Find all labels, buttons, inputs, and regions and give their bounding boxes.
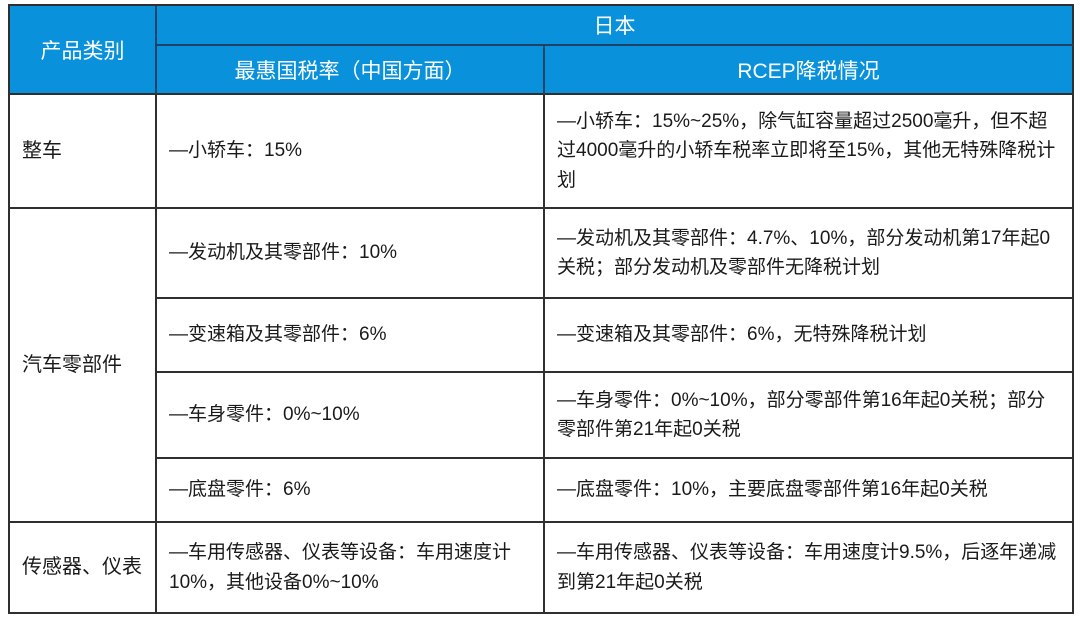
- rcep-cell: —发动机及其零部件：4.7%、10%，部分发动机第17年起0关税；部分发动机及零…: [545, 209, 1074, 299]
- mfn-cell: —底盘零件：6%: [157, 459, 545, 523]
- table-row: —车身零件：0%~10% —车身零件：0%~10%，部分零部件第16年起0关税；…: [10, 373, 1074, 459]
- mfn-cell: —变速箱及其零部件：6%: [157, 299, 545, 373]
- rcep-cell: —变速箱及其零部件：6%，无特殊降税计划: [545, 299, 1074, 373]
- rcep-cell: —车身零件：0%~10%，部分零部件第16年起0关税；部分零部件第21年起0关税: [545, 373, 1074, 459]
- tariff-table: 产品类别 日本 最惠国税率（中国方面） RCEP降税情况 整车 —小轿车：15%…: [8, 4, 1074, 614]
- mfn-cell: —发动机及其零部件：10%: [157, 209, 545, 299]
- mfn-cell: —车用传感器、仪表等设备：车用速度计10%，其他设备0%~10%: [157, 523, 545, 614]
- table-row: —底盘零件：6% —底盘零件：10%，主要底盘零部件第16年起0关税: [10, 459, 1074, 523]
- mfn-cell: —车身零件：0%~10%: [157, 373, 545, 459]
- table-row: 汽车零部件 —发动机及其零部件：10% —发动机及其零部件：4.7%、10%，部…: [10, 209, 1074, 523]
- rcep-cell: —小轿车：15%~25%，除气缸容量超过2500毫升，但不超过4000毫升的小轿…: [545, 95, 1074, 209]
- mfn-cell: —小轿车：15%: [157, 95, 545, 209]
- table-header-product-category: 产品类别: [10, 6, 157, 95]
- category-cell-sensors-instruments: 传感器、仪表: [10, 523, 157, 614]
- rcep-cell: —底盘零件：10%，主要底盘零部件第16年起0关税: [545, 459, 1074, 523]
- table-row: —变速箱及其零部件：6% —变速箱及其零部件：6%，无特殊降税计划: [10, 299, 1074, 373]
- category-cell-whole-vehicle: 整车: [10, 95, 157, 209]
- table-header-country-japan: 日本: [157, 6, 1074, 46]
- table-row: 传感器、仪表 —车用传感器、仪表等设备：车用速度计10%，其他设备0%~10% …: [10, 523, 1074, 614]
- table-header-mfn-rate: 最惠国税率（中国方面）: [157, 46, 545, 95]
- rcep-cell: —车用传感器、仪表等设备：车用速度计9.5%，后逐年递减到第21年起0关税: [545, 523, 1074, 614]
- table-header-rcep-reduction: RCEP降税情况: [545, 46, 1074, 95]
- category-cell-auto-parts: 汽车零部件: [10, 209, 157, 523]
- table-row: 整车 —小轿车：15% —小轿车：15%~25%，除气缸容量超过2500毫升，但…: [10, 95, 1074, 209]
